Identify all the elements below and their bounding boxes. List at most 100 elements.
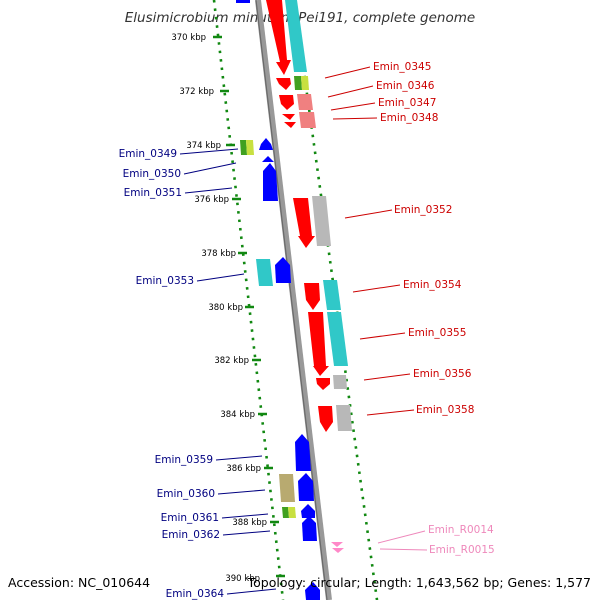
gene-label-right[interactable]: Emin_0347 <box>378 97 436 109</box>
leader-line <box>179 148 239 155</box>
leader-line <box>359 332 406 340</box>
leader-line <box>330 102 376 111</box>
reverse-strand-genes <box>266 0 333 432</box>
cog-bar <box>279 474 295 502</box>
cog-bar <box>336 405 352 431</box>
inner-tick-ring <box>212 0 285 600</box>
gene-0361-arrow <box>301 504 315 518</box>
cog-category-bars <box>240 0 352 518</box>
kbp-ticks <box>213 35 285 578</box>
cog-bar <box>282 507 289 518</box>
scale-label: 370 kbp <box>171 33 206 43</box>
scale-label: 378 kbp <box>201 249 236 259</box>
cog-bar <box>288 507 296 518</box>
gene-label-right[interactable]: Emin_0356 <box>413 368 472 380</box>
cog-bar <box>312 196 331 246</box>
gene-label-left[interactable]: Emin_0353 <box>136 275 194 287</box>
leader-line <box>366 409 415 416</box>
cog-bar <box>299 112 316 128</box>
leader-line <box>184 187 233 194</box>
left-label-leaders <box>179 148 277 595</box>
gene-0362-arrow <box>302 516 317 541</box>
scale-label: 380 kbp <box>208 303 243 313</box>
cog-bar <box>297 94 313 110</box>
gene-label-right[interactable]: Emin_0346 <box>376 80 435 92</box>
leader-line <box>377 530 426 544</box>
leader-line <box>183 162 237 175</box>
leader-line <box>363 373 411 381</box>
cog-bar <box>285 0 307 72</box>
gene-0356-arrow <box>316 378 330 390</box>
cog-bar <box>301 76 309 90</box>
gene-label-right[interactable]: Emin_0352 <box>394 204 452 216</box>
leader-line <box>327 85 374 98</box>
gene-label-left[interactable]: Emin_0359 <box>155 454 213 466</box>
gene-0343-arrow <box>236 0 250 3</box>
gene-label-left[interactable]: Emin_0361 <box>161 512 219 524</box>
gene-label-right[interactable]: Emin_0348 <box>380 112 438 124</box>
scale-label: 382 kbp <box>214 356 249 366</box>
gene-label-right[interactable]: Emin_0345 <box>373 61 431 73</box>
scale-label: 388 kbp <box>232 518 267 528</box>
leader-line <box>332 117 378 120</box>
leader-line <box>226 588 277 595</box>
leader-line <box>222 530 271 536</box>
cog-bar <box>323 280 341 310</box>
leader-line <box>221 513 269 519</box>
gene-label-left[interactable]: Emin_0362 <box>162 529 220 541</box>
gene-0358-arrow <box>318 406 333 432</box>
leader-line <box>344 209 393 219</box>
genome-backbone-edge <box>255 0 328 600</box>
rna-genes <box>331 542 344 553</box>
gene-label-left[interactable]: Emin_0350 <box>123 168 181 180</box>
cog-bar <box>240 140 247 155</box>
gene-0360-arrow <box>298 473 314 501</box>
leader-line <box>324 66 371 79</box>
gene-0349-arrow <box>259 138 273 150</box>
rna-label[interactable]: Emin_R0014 <box>428 524 494 536</box>
leader-line <box>352 284 401 293</box>
gene-0351-arrow <box>263 163 278 201</box>
leader-line <box>196 273 245 282</box>
right-label-leaders <box>324 66 415 416</box>
scale-label: 376 kbp <box>194 195 229 205</box>
gene-0344-arrow <box>266 0 291 75</box>
scale-label: 372 kbp <box>179 87 214 97</box>
gene-label-left[interactable]: Emin_0351 <box>124 187 182 199</box>
scale-label: 384 kbp <box>220 410 255 420</box>
gene-0346-arrow <box>279 95 294 110</box>
gene-0352-arrow <box>293 198 315 248</box>
scale-label: 374 kbp <box>186 141 221 151</box>
gene-label-right[interactable]: Emin_0354 <box>403 279 462 291</box>
gene-0359-arrow <box>295 434 311 471</box>
rna-label-leaders <box>377 530 428 551</box>
gene-label-right[interactable]: Emin_0358 <box>416 404 474 416</box>
scale-label: 386 kbp <box>226 464 261 474</box>
gene-label-left[interactable]: Emin_0360 <box>157 488 215 500</box>
map-title: Elusimicrobium minutum Pei191, complete … <box>125 10 475 26</box>
gene-0354-arrow <box>304 283 320 310</box>
gene-0345-arrow <box>276 78 291 90</box>
rna-R0014-arrow <box>331 542 343 547</box>
cog-bar <box>256 259 273 286</box>
gene-0347-arrow <box>282 114 295 120</box>
gene-0350-arrow <box>262 156 274 162</box>
cog-bar <box>294 76 302 90</box>
accession-text: Accession: NC_010644 <box>8 575 150 590</box>
gene-0353-arrow <box>275 257 291 283</box>
leader-line <box>379 548 428 551</box>
leader-line <box>215 455 263 461</box>
gene-0364-arrow <box>305 582 320 600</box>
cog-bar <box>246 140 254 155</box>
cog-bar <box>333 375 347 389</box>
gene-label-left[interactable]: Emin_0364 <box>166 588 225 600</box>
gene-label-left[interactable]: Emin_0349 <box>119 148 177 160</box>
gene-0348-arrow <box>284 122 296 128</box>
gene-label-right[interactable]: Emin_0355 <box>408 327 466 339</box>
cog-bar <box>327 312 348 366</box>
leader-line <box>217 489 266 495</box>
rna-label[interactable]: Emin_R0015 <box>429 544 495 556</box>
scale-label: 390 kbp <box>225 574 260 584</box>
forward-strand-genes <box>236 0 320 600</box>
